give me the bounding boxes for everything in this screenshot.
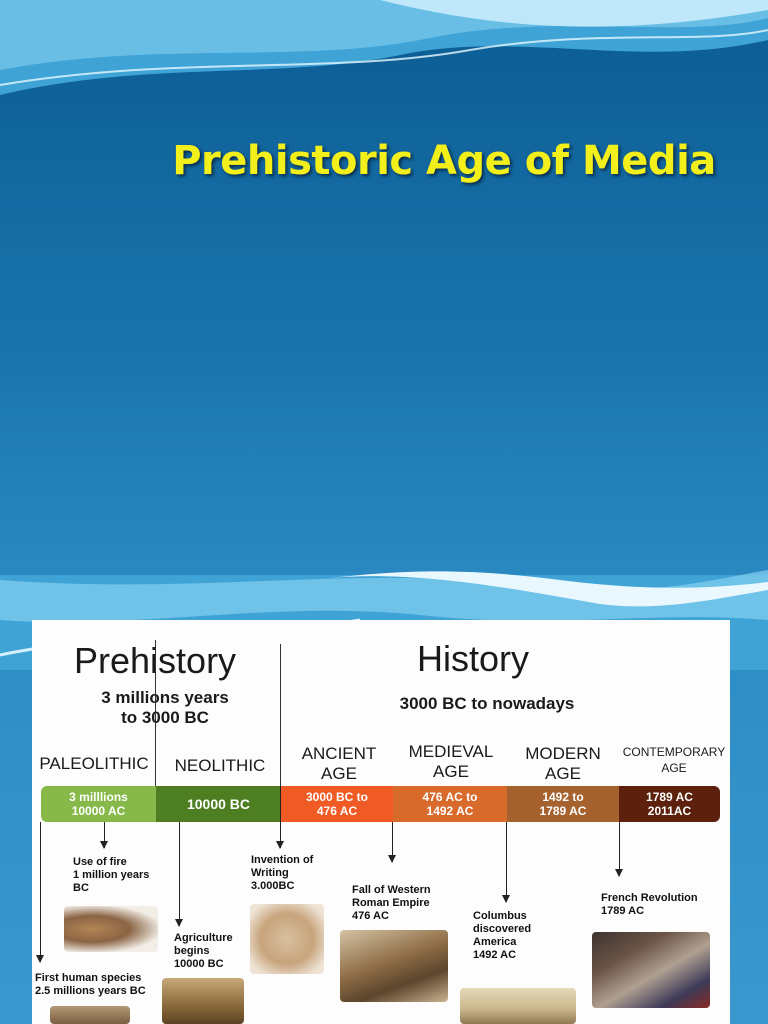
event-writing: Invention of Writing 3.000BC xyxy=(251,854,314,892)
first-human-illustration xyxy=(50,1006,130,1024)
arrow-writing xyxy=(276,786,284,849)
event-agriculture: Agriculture begins 10000 BC xyxy=(174,932,233,970)
divider-prehistory-history xyxy=(280,644,281,786)
event-columbus: Columbus discovered America 1492 AC xyxy=(473,910,532,961)
era-neolithic: NEOLITHIC xyxy=(174,756,266,775)
event-first-human: First human species 2.5 millions years BC xyxy=(35,972,146,997)
era-medieval-age: MEDIEVAL AGE xyxy=(408,742,494,781)
timeline-image: Prehistory 3 millions years to 3000 BC Hi… xyxy=(32,620,730,1024)
roman-empire-illustration xyxy=(340,930,448,1002)
event-revolution: French Revolution 1789 AC xyxy=(601,892,698,917)
arrow-first-human xyxy=(36,822,44,963)
arrow-columbus xyxy=(502,822,510,903)
segment-modern: 1492 to 1789 AC xyxy=(507,786,619,822)
french-revolution-painting xyxy=(592,932,710,1008)
history-heading: History xyxy=(417,638,530,679)
history-range: 3000 BC to nowadays xyxy=(399,694,575,713)
agriculture-illustration xyxy=(162,978,244,1024)
arrow-rome xyxy=(388,822,396,863)
arrow-revolution xyxy=(615,822,623,877)
era-modern-age: MODERN AGE xyxy=(525,744,601,783)
segment-contemporary: 1789 AC 2011AC xyxy=(619,786,720,822)
segment-paleolithic: 3 milllions 10000 AC xyxy=(41,786,156,822)
arrow-fire xyxy=(100,822,108,849)
segment-ancient: 3000 BC to 476 AC xyxy=(281,786,393,822)
prehistory-range: 3 millions years to 3000 BC xyxy=(101,688,229,727)
segment-medieval: 476 AC to 1492 AC xyxy=(393,786,507,822)
era-contemporary-age: CONTEMPORARY AGE xyxy=(622,745,726,775)
segment-neolithic: 10000 BC xyxy=(156,786,281,822)
event-fire: Use of fire 1 million years BC xyxy=(73,856,150,894)
divider-paleolithic-neolithic xyxy=(155,640,156,788)
top-wave-decoration xyxy=(0,0,768,95)
era-ancient-age: ANCIENT AGE xyxy=(301,744,377,783)
writing-tablet-illustration xyxy=(250,904,324,974)
event-rome: Fall of Western Roman Empire 476 AC xyxy=(352,884,431,922)
era-paleolithic: PALEOLITHIC xyxy=(39,754,149,773)
cavemen-fire-illustration xyxy=(64,906,158,952)
arrow-agriculture xyxy=(175,822,183,927)
columbus-ships-illustration xyxy=(460,988,576,1024)
slide-title: Prehistoric Age of Media xyxy=(172,138,716,184)
